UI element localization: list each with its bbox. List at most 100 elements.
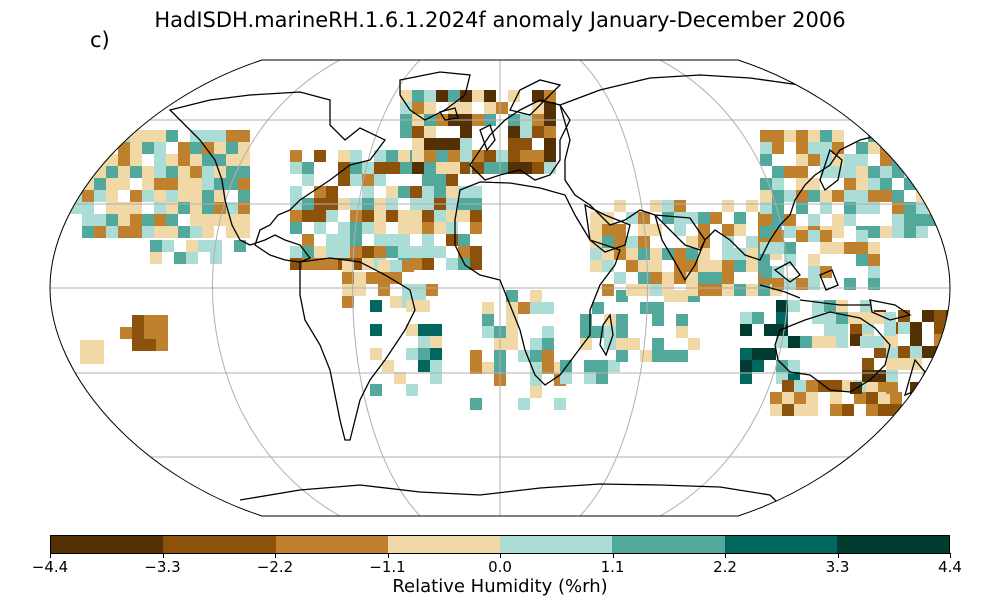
- anomaly-cell: [162, 240, 174, 252]
- anomaly-cell: [106, 154, 118, 166]
- anomaly-cell: [910, 346, 922, 358]
- anomaly-cell: [132, 339, 144, 351]
- anomaly-cell: [350, 210, 362, 222]
- anomaly-cell: [848, 312, 860, 324]
- anomaly-cell: [844, 242, 856, 254]
- anomaly-cell: [424, 150, 436, 162]
- anomaly-cell: [710, 272, 722, 284]
- anomaly-cell: [362, 210, 374, 222]
- anomaly-cell: [338, 174, 350, 186]
- anomaly-cell: [214, 142, 226, 154]
- anomaly-cell: [542, 362, 554, 374]
- anomaly-cell: [518, 398, 530, 410]
- anomaly-cell: [904, 130, 916, 142]
- colorbar-tick-label: −3.3: [144, 558, 181, 576]
- anomaly-cell: [916, 202, 928, 214]
- anomaly-cell: [674, 248, 686, 260]
- anomaly-cell: [674, 212, 686, 224]
- anomaly-cell: [698, 284, 710, 296]
- anomaly-cell: [238, 190, 250, 202]
- anomaly-cell: [190, 202, 202, 214]
- anomaly-cell: [290, 150, 302, 162]
- anomaly-cell: [290, 222, 302, 234]
- anomaly-cell: [508, 138, 520, 150]
- anomaly-cell: [946, 382, 950, 394]
- anomaly-cell: [650, 284, 662, 296]
- map-title: HadISDH.marineRH.1.6.1.2024f anomaly Jan…: [154, 8, 846, 32]
- anomaly-cell: [868, 178, 880, 190]
- anomaly-cell: [584, 360, 596, 372]
- anomaly-cell: [166, 202, 178, 214]
- anomaly-cell: [740, 324, 752, 336]
- anomaly-cell: [616, 326, 628, 338]
- anomaly-cell: [782, 380, 794, 392]
- anomaly-cell: [638, 212, 650, 224]
- colorbar-segment: [275, 536, 388, 553]
- anomaly-cell: [916, 226, 928, 238]
- anomaly-cell: [142, 142, 154, 154]
- anomaly-cell: [590, 224, 602, 236]
- anomaly-cell: [156, 339, 168, 351]
- anomaly-cell: [946, 358, 950, 370]
- anomaly-cell: [806, 380, 818, 392]
- anomaly-cell: [166, 154, 178, 166]
- anomaly-cell: [446, 234, 458, 246]
- anomaly-cell: [844, 278, 856, 290]
- anomaly-cell: [686, 248, 698, 260]
- anomaly-cell: [710, 260, 722, 272]
- anomaly-cell: [94, 226, 106, 238]
- anomaly-cell: [836, 324, 848, 336]
- anomaly-cell: [890, 404, 902, 416]
- anomaly-cell: [386, 246, 398, 258]
- anomaly-cell: [832, 130, 844, 142]
- anomaly-cell: [398, 234, 410, 246]
- anomaly-cell: [472, 150, 484, 162]
- anomaly-cell: [652, 350, 664, 362]
- anomaly-cell: [362, 222, 374, 234]
- anomaly-cell: [106, 214, 118, 226]
- anomaly-cell: [178, 226, 190, 238]
- anomaly-cell: [178, 166, 190, 178]
- anomaly-cell: [178, 154, 190, 166]
- anomaly-cell: [166, 214, 178, 226]
- anomaly-cell: [520, 150, 532, 162]
- anomaly-cell: [638, 284, 650, 296]
- anomaly-cell: [760, 130, 772, 142]
- anomaly-cell: [796, 130, 808, 142]
- anomaly-cell: [446, 186, 458, 198]
- anomaly-cell: [106, 130, 118, 142]
- anomaly-cell: [400, 126, 412, 138]
- anomaly-cell: [860, 300, 872, 312]
- anomaly-cell: [436, 90, 448, 102]
- anomaly-cell: [784, 190, 796, 202]
- anomaly-cell: [844, 178, 856, 190]
- anomaly-cell: [772, 202, 784, 214]
- anomaly-cell: [214, 130, 226, 142]
- anomaly-cell: [92, 352, 104, 364]
- anomaly-cell: [652, 338, 664, 350]
- anomaly-cell: [820, 190, 832, 202]
- anomaly-cell: [130, 166, 142, 178]
- anomaly-cell: [928, 130, 940, 142]
- anomaly-cell: [458, 246, 470, 258]
- anomaly-cell: [374, 150, 386, 162]
- anomaly-cell: [674, 272, 686, 284]
- anomaly-cell: [226, 130, 238, 142]
- anomaly-cell: [70, 166, 82, 178]
- anomaly-cell: [772, 242, 784, 254]
- anomaly-cell: [190, 142, 202, 154]
- anomaly-cell: [824, 300, 836, 312]
- anomaly-cell: [824, 312, 836, 324]
- anomaly-cell: [418, 360, 430, 372]
- anomaly-cell: [406, 300, 418, 312]
- anomaly-cell: [638, 260, 650, 272]
- anomaly-cell: [198, 240, 210, 252]
- anomaly-cell: [470, 398, 482, 410]
- anomaly-cell: [106, 190, 118, 202]
- anomaly-cell: [604, 314, 616, 326]
- anomaly-cell: [784, 166, 796, 178]
- anomaly-cell: [626, 260, 638, 272]
- anomaly-cell: [80, 352, 92, 364]
- anomaly-cell: [496, 150, 508, 162]
- anomaly-cell: [470, 186, 482, 198]
